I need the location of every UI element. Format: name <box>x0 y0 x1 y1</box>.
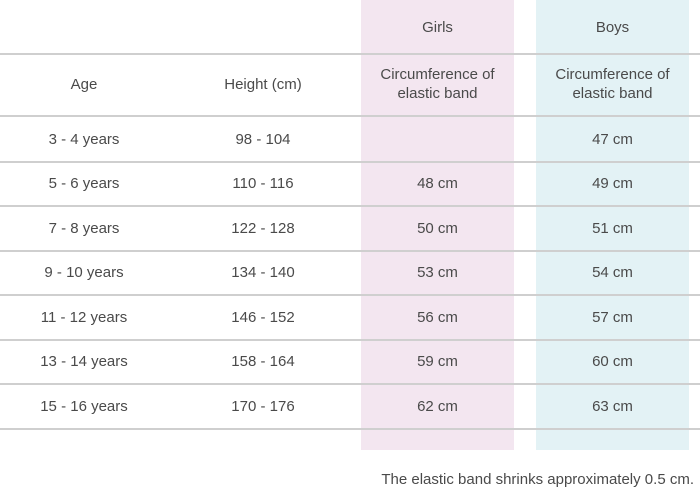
boys-circumference-cell: 57 cm <box>592 308 633 326</box>
girls-circumference-cell: 59 cm <box>417 352 458 370</box>
boys-circumference-header: Circumference of elastic band <box>555 66 670 102</box>
girls-circumference-cell <box>361 117 514 161</box>
girls-circumference-cell: 50 cm <box>417 219 458 237</box>
boys-column-band <box>536 0 689 450</box>
height-cell: 146 - 152 <box>231 308 295 326</box>
girls-circumference-cell: 62 cm <box>417 397 458 415</box>
height-cell: 110 - 116 <box>232 174 294 192</box>
girls-column-band <box>361 0 514 450</box>
girls-header: Girls <box>422 18 453 36</box>
age-cell: 3 - 4 years <box>48 130 120 148</box>
boys-circumference-cell: 51 cm <box>592 219 633 237</box>
age-cell: 5 - 6 years <box>48 174 120 192</box>
row-divider <box>0 339 700 341</box>
row-divider <box>0 294 700 296</box>
girls-circumference-header: Circumference of elastic band <box>380 66 495 102</box>
subheader-divider <box>0 115 700 117</box>
boys-circumference-cell: 49 cm <box>592 174 633 192</box>
row-divider <box>0 383 700 385</box>
row-divider <box>0 428 700 430</box>
footnote: The elastic band shrinks approximately 0… <box>381 471 694 488</box>
row-divider <box>0 250 700 252</box>
girls-circumference-cell: 56 cm <box>417 308 458 326</box>
age-cell: 15 - 16 years <box>40 397 128 415</box>
girls-circumference-cell: 53 cm <box>417 263 458 281</box>
boys-circumference-cell: 60 cm <box>592 352 633 370</box>
height-column-header: Height (cm) <box>224 75 302 93</box>
row-divider <box>0 205 700 207</box>
row-divider <box>0 161 700 163</box>
age-cell: 11 - 12 years <box>40 308 128 326</box>
height-cell: 122 - 128 <box>231 219 295 237</box>
age-column-header: Age <box>70 75 98 93</box>
height-cell: 158 - 164 <box>231 352 295 370</box>
boys-circumference-cell: 63 cm <box>592 397 633 415</box>
boys-circumference-cell: 47 cm <box>592 130 633 148</box>
girls-circumference-cell: 48 cm <box>417 174 458 192</box>
boys-circumference-cell: 54 cm <box>592 263 633 281</box>
age-cell: 13 - 14 years <box>40 352 128 370</box>
age-cell: 9 - 10 years <box>44 263 124 281</box>
age-cell: 7 - 8 years <box>48 219 120 237</box>
height-cell: 134 - 140 <box>231 263 295 281</box>
boys-header: Boys <box>595 18 630 36</box>
height-cell: 98 - 104 <box>235 130 291 148</box>
header-divider <box>0 53 700 55</box>
height-cell: 170 - 176 <box>231 397 295 415</box>
